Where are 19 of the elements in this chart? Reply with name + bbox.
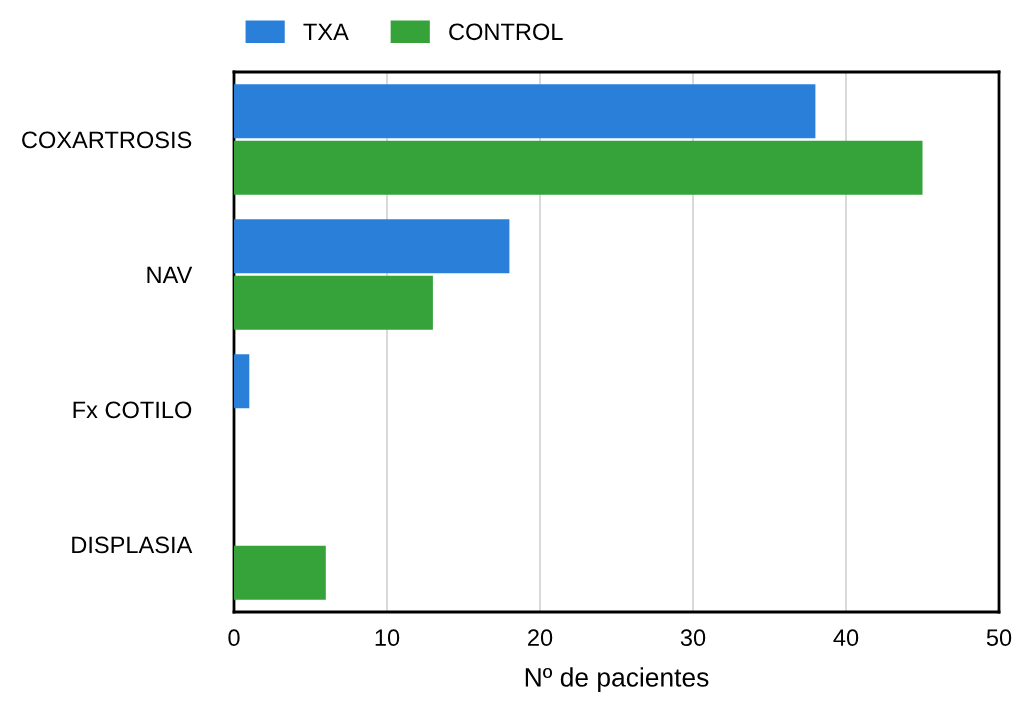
y-tick-label: COXARTROSIS <box>22 131 192 149</box>
bar <box>234 275 433 330</box>
bar <box>234 545 326 600</box>
bar <box>234 354 250 409</box>
y-tick-label: NAV <box>147 266 193 284</box>
bar <box>234 219 510 274</box>
x-tick-label: 10 <box>375 629 400 647</box>
legend-label: TXA <box>303 23 349 40</box>
bar <box>234 84 816 139</box>
x-tick-label: 40 <box>833 629 859 647</box>
legend-label: CONTROL <box>449 23 563 41</box>
bar <box>234 140 923 195</box>
x-tick-label: 0 <box>228 629 240 647</box>
x-axis-title: Nº de pacientes <box>525 667 709 692</box>
y-tick-label: Fx COTILO <box>73 401 192 419</box>
y-tick-label: DISPLASIA <box>72 536 193 554</box>
x-tick-label: 50 <box>986 629 1012 647</box>
x-tick-label: 30 <box>680 629 706 647</box>
x-tick-label: 20 <box>528 629 553 647</box>
